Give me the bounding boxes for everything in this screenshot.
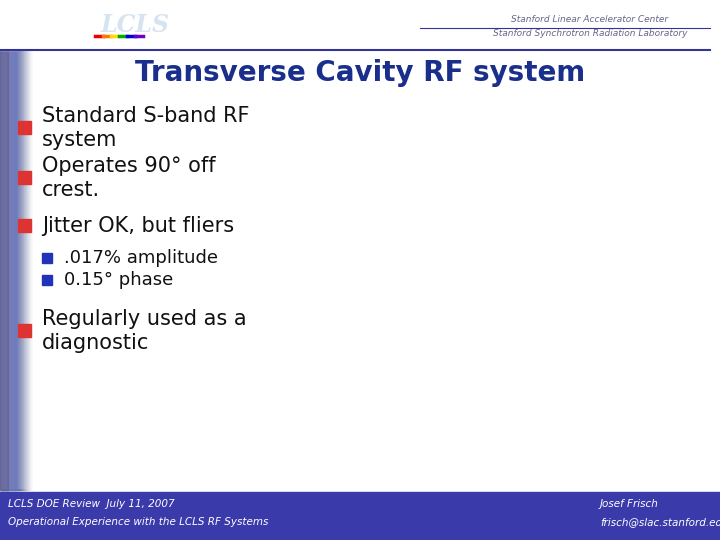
Text: Operates 90° off
crest.: Operates 90° off crest. [42, 156, 215, 200]
Bar [0, 50, 20, 490]
Bar [0, 50, 18, 490]
Bar [0, 50, 26, 490]
Text: LCLS: LCLS [101, 13, 169, 37]
Bar [0, 492, 720, 540]
Bar [0, 50, 30, 490]
Bar [0, 50, 16, 490]
Text: 0.15° phase: 0.15° phase [64, 271, 174, 289]
Bar [0, 50, 28, 490]
Bar [0, 50, 17, 490]
Bar [0, 50, 23, 490]
Bar [0, 0, 720, 50]
Bar [0, 50, 19, 490]
Bar [0, 50, 23, 490]
Bar [0, 50, 24, 490]
Bar [42, 275, 52, 285]
Bar [0, 50, 29, 490]
Bar [0, 50, 32, 490]
Text: Stanford Synchrotron Radiation Laboratory: Stanford Synchrotron Radiation Laborator… [492, 30, 688, 38]
Bar [0, 50, 18, 490]
Bar [0, 50, 25, 490]
Bar [0, 50, 30, 490]
Bar [0, 50, 25, 490]
Bar [0, 50, 27, 490]
Bar [0, 50, 31, 490]
Bar [0, 50, 23, 490]
Bar [0, 50, 30, 490]
Text: frisch@slac.stanford.edu: frisch@slac.stanford.edu [600, 517, 720, 527]
Text: Operational Experience with the LCLS RF Systems: Operational Experience with the LCLS RF … [8, 517, 269, 527]
Text: .017% amplitude: .017% amplitude [64, 249, 218, 267]
Bar [0, 50, 20, 490]
Bar [0, 50, 16, 490]
Bar [0, 50, 31, 490]
Bar [0, 50, 30, 490]
Bar [0, 50, 29, 490]
Bar [0, 50, 22, 490]
Bar [0, 50, 17, 490]
Bar [0, 50, 8, 490]
Title: Profile Monitor: YAGS:IN20:1005:IMAGE2:DARK:4098 16:42:14: Profile Monitor: YAGS:IN20:1005:IMAGE2:D… [459, 339, 611, 344]
Bar [0, 50, 26, 490]
Bar [0, 50, 24, 490]
Title: GUN-AIJUDE  Norm value: +30.03   +clust: ampl=0.017: GUN-AIJUDE Norm value: +30.03 +clust: am… [458, 133, 611, 139]
Bar [0, 50, 15, 490]
Bar [0, 50, 27, 490]
Text: Transverse Cavity RF system: Transverse Cavity RF system [135, 59, 585, 87]
Bar [42, 253, 52, 263]
Bar [0, 50, 28, 490]
Bar [0, 50, 32, 490]
Bar [0, 50, 21, 490]
Bar [0, 50, 8, 490]
Title: TCAV-PHASE  Mean value: -20.42   1σ deviation: 0.149: TCAV-PHASE Mean value: -20.42 1σ deviati… [460, 236, 609, 241]
Bar [0, 50, 30, 490]
Text: Regularly used as a
diagnostic: Regularly used as a diagnostic [42, 309, 247, 353]
Bar [18, 219, 31, 232]
Bar [0, 50, 8, 490]
Bar [0, 50, 20, 490]
Text: Josef Frisch: Josef Frisch [600, 499, 659, 509]
Bar [0, 50, 21, 490]
Bar [0, 50, 17, 490]
Bar [0, 50, 19, 490]
Bar [0, 50, 29, 490]
Bar [0, 50, 8, 490]
Bar [0, 50, 27, 490]
Bar [0, 50, 22, 490]
Bar [0, 50, 16, 490]
Bar [0, 50, 22, 490]
Text: Standard S-band RF
system: Standard S-band RF system [42, 106, 250, 150]
Bar [0, 50, 18, 490]
Text: Stanford Linear Accelerator Center: Stanford Linear Accelerator Center [511, 16, 669, 24]
Bar [0, 50, 22, 490]
Bar [0, 50, 19, 490]
Bar [0, 50, 22, 490]
Bar [18, 171, 31, 184]
Bar [0, 50, 8, 490]
Y-axis label: phase [deg]: phase [deg] [336, 274, 341, 307]
Bar [0, 50, 24, 490]
Bar [0, 50, 25, 490]
Bar [0, 50, 32, 490]
Bar [0, 50, 24, 490]
Bar [18, 324, 31, 337]
Text: Jitter OK, but fliers: Jitter OK, but fliers [42, 216, 234, 236]
Bar [0, 50, 27, 490]
Bar [0, 50, 32, 490]
Bar [18, 121, 31, 134]
Text: LCLS DOE Review  July 11, 2007: LCLS DOE Review July 11, 2007 [8, 499, 175, 509]
Bar [0, 50, 17, 490]
Bar [0, 50, 19, 490]
Bar [0, 50, 32, 490]
Bar [0, 50, 27, 490]
Bar [0, 50, 15, 490]
